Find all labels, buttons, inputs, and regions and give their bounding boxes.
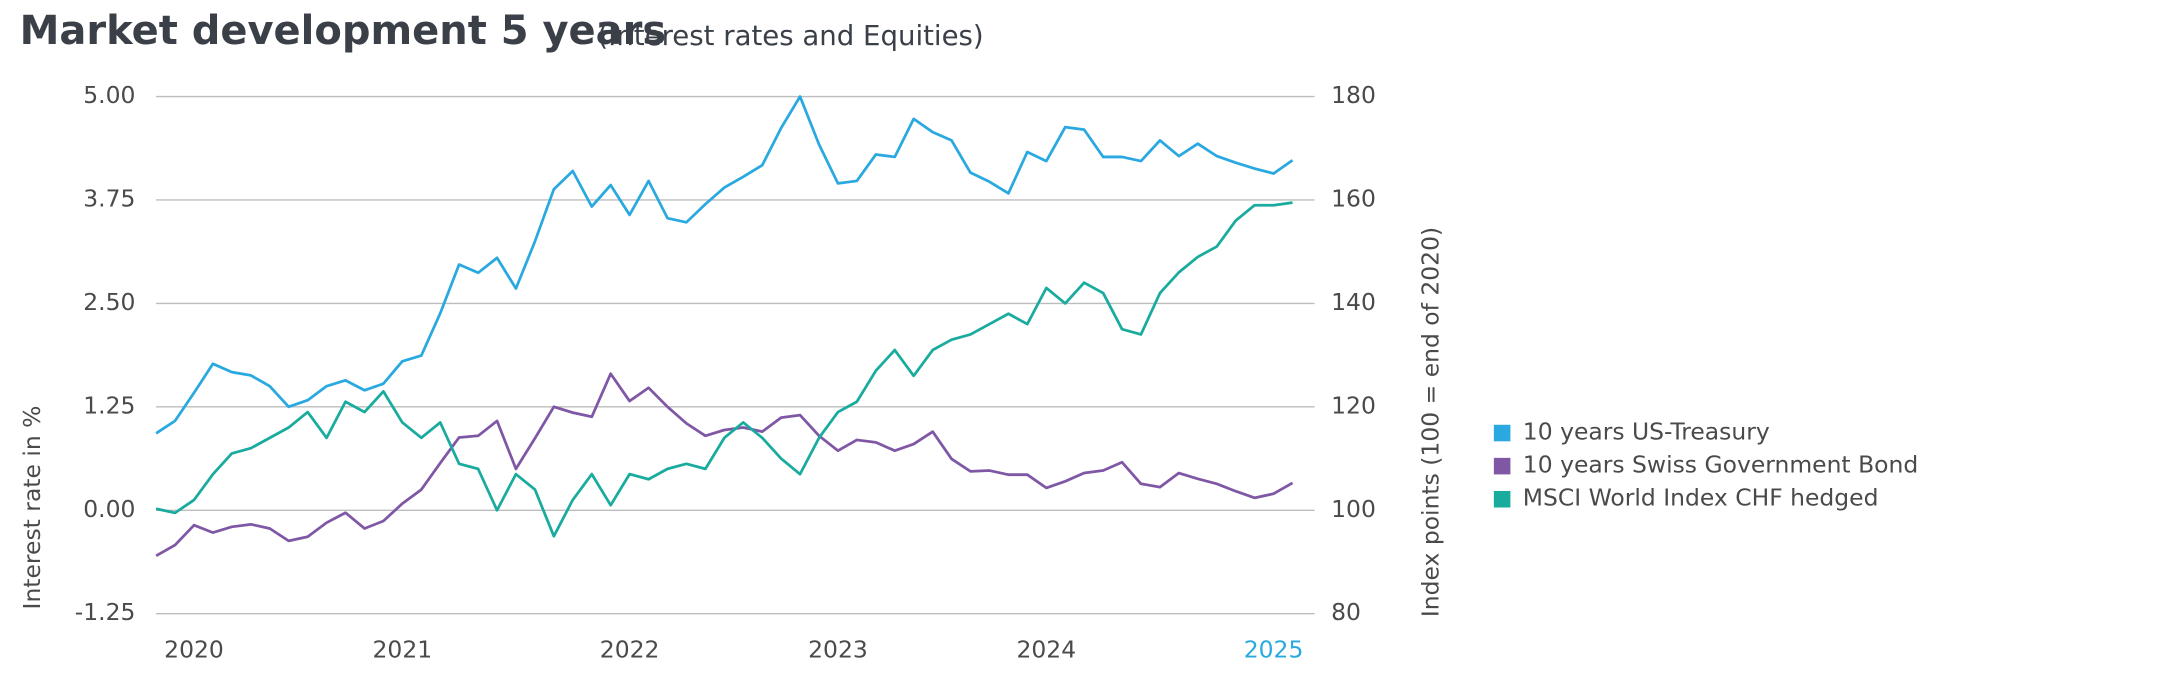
y-tick-label: 2.50	[83, 288, 135, 316]
y-axis-label: Interest rate in %	[18, 406, 46, 610]
y2-tick-label: 180	[1331, 81, 1376, 109]
chart-subtitle: (Interest rates and Equities)	[597, 19, 983, 52]
y2-tick-label: 120	[1331, 391, 1376, 419]
x-tick-label: 2021	[373, 635, 433, 663]
x-tick-label: 2024	[1016, 635, 1076, 663]
x-tick-label: 2020	[164, 635, 224, 663]
y2-axis-label: Index points (100 = end of 2020)	[1416, 227, 1444, 617]
x-tick-label: 2025	[1244, 635, 1304, 663]
legend-swatch	[1493, 457, 1511, 475]
legend-swatch	[1493, 490, 1511, 508]
chart-title: Market development 5 years	[20, 8, 667, 54]
legend-label: MSCI World Index CHF hedged	[1523, 484, 1879, 512]
y2-tick-label: 140	[1331, 288, 1376, 316]
legend-label: 10 years US-Treasury	[1523, 418, 1770, 446]
y2-tick-label: 160	[1331, 184, 1376, 212]
y-tick-label: 0.00	[83, 495, 135, 523]
y-tick-label: 1.25	[83, 391, 135, 419]
legend-swatch	[1493, 424, 1511, 442]
legend-label: 10 years Swiss Government Bond	[1523, 451, 1918, 479]
y-tick-label: 5.00	[83, 81, 135, 109]
y-tick-label: 3.75	[83, 184, 135, 212]
x-tick-label: 2022	[600, 635, 660, 663]
series-line	[155, 95, 1294, 435]
series-line	[155, 372, 1294, 557]
x-tick-label: 2023	[808, 635, 868, 663]
y2-tick-label: 100	[1331, 495, 1376, 523]
series-line	[155, 201, 1293, 538]
y2-tick-label: 80	[1331, 598, 1361, 626]
y-tick-label: -1.25	[75, 598, 136, 626]
